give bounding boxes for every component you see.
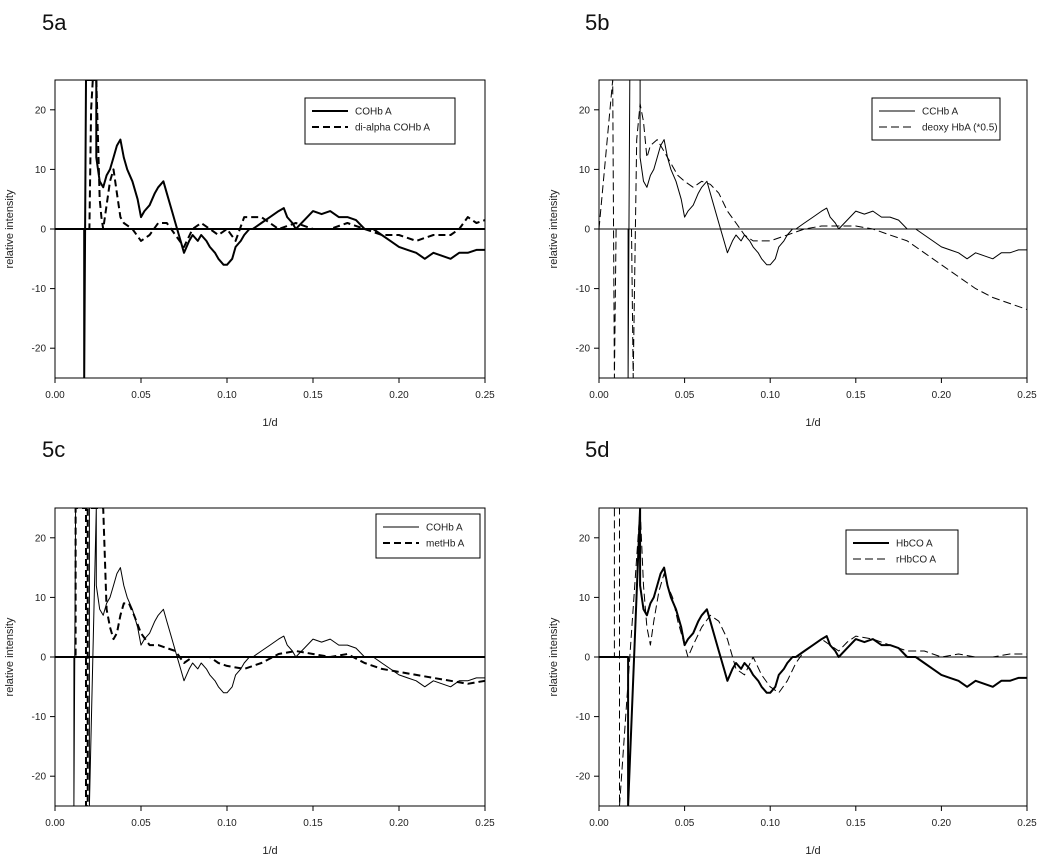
panel-label-5d: 5d — [585, 437, 610, 462]
x-tick-label: 0.25 — [475, 390, 495, 401]
y-tick-label: -20 — [576, 344, 591, 355]
x-tick-label: 0.10 — [217, 390, 237, 401]
y-tick-label: 0 — [40, 225, 46, 236]
y-axis-label: relative intensity — [4, 617, 16, 696]
x-tick-label: 0.25 — [1017, 390, 1037, 401]
legend-box — [375, 513, 481, 559]
legend-entry-label: CCHb A — [922, 107, 958, 118]
legend: COHb A di-alpha COHb A — [304, 97, 456, 145]
y-tick-label: 20 — [35, 105, 47, 116]
x-axis-label: 1/d — [805, 417, 820, 429]
y-tick-label: -10 — [32, 284, 47, 295]
series-line-2 — [599, 80, 1027, 378]
x-tick-label: 0.25 — [475, 818, 495, 829]
legend-entry-label: HbCO A — [896, 539, 933, 550]
x-tick-label: 0.15 — [303, 390, 323, 401]
y-tick-label: 0 — [40, 653, 46, 664]
x-tick-label: 0.00 — [589, 390, 609, 401]
legend-entry-label: rHbCO A — [896, 555, 936, 566]
y-tick-label: -10 — [576, 284, 591, 295]
legend-entry-label: di-alpha COHb A — [355, 123, 430, 134]
chart-panel-5b: 0.00 0.05 0.10 0.15 0.20 0.25 -20 -10 0 10 20 1/d re… — [548, 79, 1037, 429]
chart-panel-5a: 0.00 0.05 0.10 0.15 0.20 0.25 -20 -10 0 10 20 1/d re… — [4, 79, 495, 429]
x-tick-label: 0.20 — [389, 390, 409, 401]
x-tick-label: 0.25 — [1017, 818, 1037, 829]
y-tick-label: 10 — [579, 165, 591, 176]
legend-entry-label: COHb A — [355, 107, 392, 118]
x-axis-label: 1/d — [262, 417, 277, 429]
legend-entry-label: COHb A — [426, 523, 463, 534]
legend-entry-label: metHb A — [426, 539, 465, 550]
x-tick-label: 0.15 — [846, 818, 866, 829]
x-tick-label: 0.20 — [389, 818, 409, 829]
series-line-2 — [599, 508, 1027, 806]
y-tick-label: 20 — [579, 105, 591, 116]
x-tick-label: 0.00 — [589, 818, 609, 829]
x-axis-label: 1/d — [262, 845, 277, 857]
legend-entry-label: deoxy HbA (*0.5) — [922, 123, 998, 134]
y-tick-label: -10 — [576, 712, 591, 723]
x-tick-label: 0.10 — [760, 818, 780, 829]
y-tick-label: -20 — [32, 344, 47, 355]
x-tick-label: 0.20 — [932, 390, 952, 401]
x-tick-label: 0.10 — [760, 390, 780, 401]
panel-label-5a: 5a — [42, 10, 67, 35]
x-tick-label: 0.00 — [45, 818, 65, 829]
y-tick-label: -20 — [576, 772, 591, 783]
y-tick-label: 10 — [35, 165, 47, 176]
x-tick-label: 0.05 — [131, 390, 151, 401]
series-line-1 — [599, 80, 1027, 378]
legend-box — [304, 97, 456, 145]
y-axis-label: relative intensity — [548, 617, 560, 696]
legend-box — [845, 529, 959, 575]
legend-box — [871, 97, 1001, 141]
series-line-2 — [55, 80, 485, 248]
legend: HbCO A rHbCO A — [845, 529, 959, 575]
x-tick-label: 0.05 — [675, 390, 695, 401]
y-tick-label: -10 — [32, 712, 47, 723]
y-tick-label: 20 — [579, 533, 591, 544]
x-tick-label: 0.15 — [303, 818, 323, 829]
x-tick-label: 0.05 — [675, 818, 695, 829]
series-line-2 — [55, 508, 485, 806]
y-tick-label: -20 — [32, 772, 47, 783]
y-tick-label: 20 — [35, 533, 47, 544]
y-tick-label: 0 — [584, 653, 590, 664]
y-axis-label: relative intensity — [548, 189, 560, 268]
x-tick-label: 0.10 — [217, 818, 237, 829]
x-tick-label: 0.00 — [45, 390, 65, 401]
x-axis-label: 1/d — [805, 845, 820, 857]
x-tick-label: 0.15 — [846, 390, 866, 401]
series-line-1 — [55, 508, 485, 806]
panel-label-5b: 5b — [585, 10, 610, 35]
y-axis-label: relative intensity — [4, 189, 16, 268]
legend: CCHb A deoxy HbA (*0.5) — [871, 97, 1001, 141]
x-tick-label: 0.20 — [932, 818, 952, 829]
legend: COHb A metHb A — [375, 513, 481, 559]
x-tick-label: 0.05 — [131, 818, 151, 829]
y-tick-label: 0 — [584, 225, 590, 236]
chart-panel-5c: 0.00 0.05 0.10 0.15 0.20 0.25 -20 -10 0 10 20 1/d re… — [4, 507, 495, 857]
y-tick-label: 10 — [35, 593, 47, 604]
panel-label-5c: 5c — [42, 437, 66, 462]
y-tick-label: 10 — [579, 593, 591, 604]
chart-panel-5d: 0.00 0.05 0.10 0.15 0.20 0.25 -20 -10 0 10 20 1/d re… — [548, 507, 1037, 857]
